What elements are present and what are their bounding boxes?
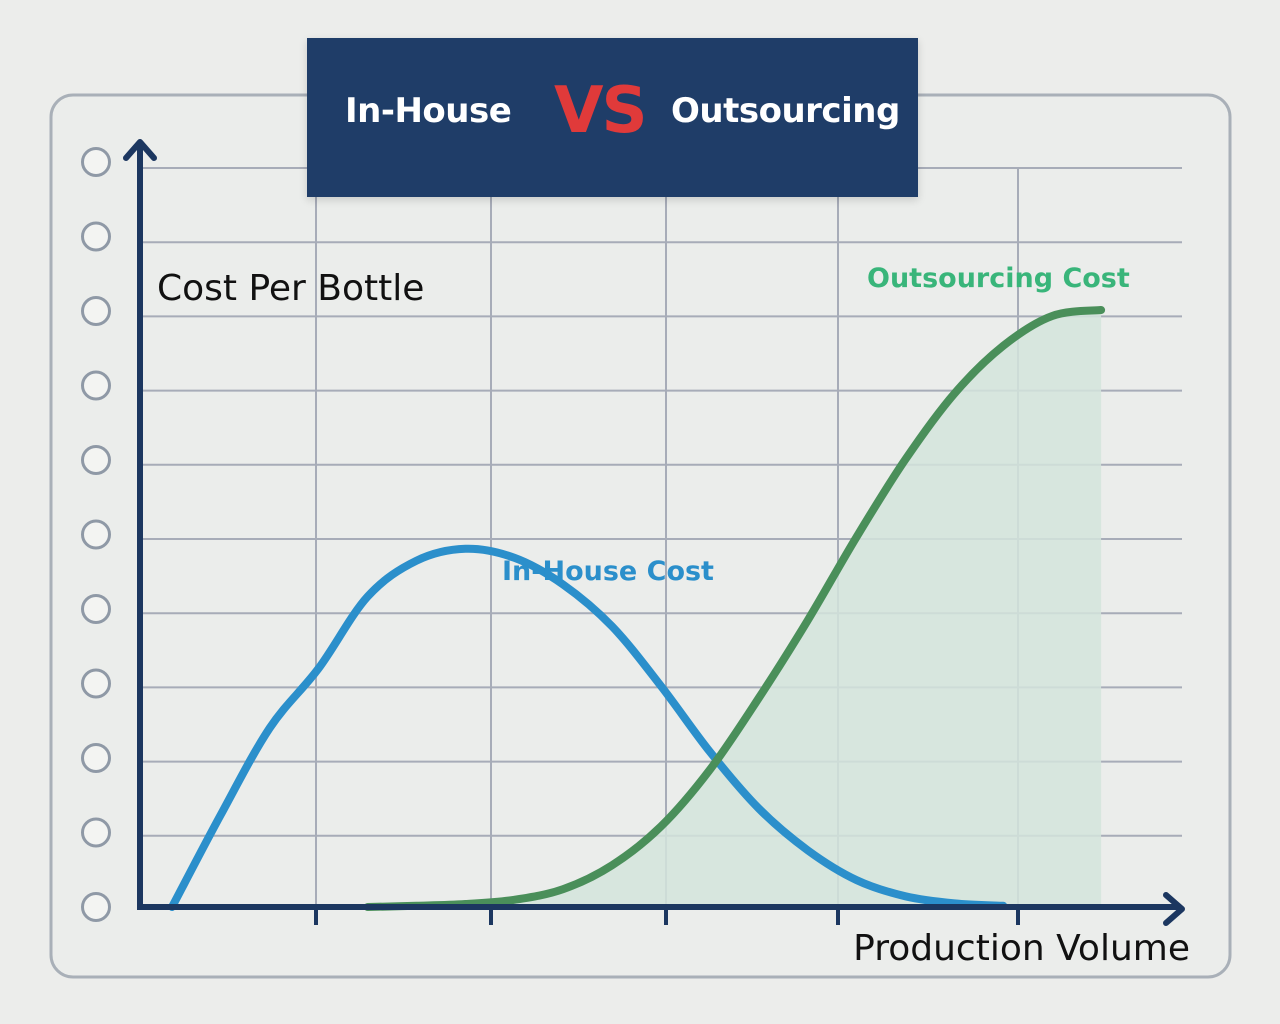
series-label-outsourcing: Outsourcing Cost xyxy=(867,263,1130,294)
binder-holes xyxy=(81,147,111,922)
x-axis-label: Production Volume xyxy=(853,928,1190,969)
y-axis-arrow xyxy=(123,139,157,161)
binder-hole xyxy=(81,817,111,848)
binder-hole xyxy=(81,668,111,699)
series-line xyxy=(168,544,1008,911)
series-line xyxy=(363,306,1106,911)
title-outsourcing: Outsourcing xyxy=(671,91,900,131)
binder-hole xyxy=(81,445,111,475)
binder-hole xyxy=(81,892,111,922)
series-label-in-house: In-House Cost xyxy=(502,556,714,587)
binder-hole xyxy=(81,296,111,326)
binder-hole xyxy=(81,370,111,401)
x-axis-arrow xyxy=(1163,892,1185,926)
binder-hole xyxy=(81,743,111,773)
binder-hole xyxy=(81,519,111,550)
title-banner xyxy=(307,38,918,197)
title-in-house: In-House xyxy=(345,91,512,131)
binder-hole xyxy=(81,147,111,177)
y-axis-label: Cost Per Bottle xyxy=(157,268,425,309)
axes xyxy=(123,139,1185,926)
title-vs: VS xyxy=(554,74,648,148)
binder-hole xyxy=(81,594,111,624)
series-layer xyxy=(168,306,1106,911)
binder-hole xyxy=(81,221,111,252)
series-area-fill xyxy=(367,310,1102,907)
